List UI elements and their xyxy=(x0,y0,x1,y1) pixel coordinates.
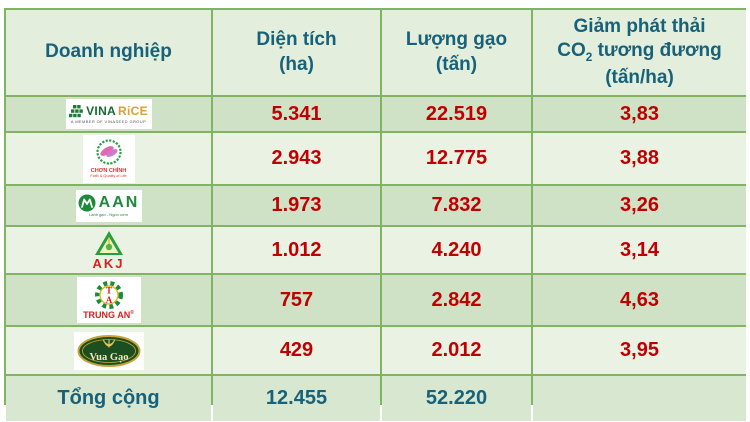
rice-value: 2.012 xyxy=(382,327,531,374)
aan-wordmark: AAN xyxy=(98,194,140,211)
header-co2-line3: (tấn/ha) xyxy=(605,66,674,88)
vinarice-wordmark-vina: VINA xyxy=(86,104,116,118)
akj-triangle-icon xyxy=(94,231,123,255)
header-area-line1: Diện tích xyxy=(256,28,337,50)
company-cell-chonchinh: CHƠN CHÍNH Faith & Quality of Life xyxy=(6,133,211,184)
registered-mark: ® xyxy=(130,310,134,316)
header-co2-line2: CO2 tương đương xyxy=(557,40,722,65)
aan-logo: AAN Lành gạo - Ngon cơm xyxy=(75,189,142,222)
header-company-label: Doanh nghiệp xyxy=(45,41,172,63)
akj-logo: AKJ xyxy=(81,228,137,272)
area-value: 1.973 xyxy=(213,186,380,225)
area-value: 1.012 xyxy=(213,227,380,273)
rice-value: 4.240 xyxy=(382,227,531,273)
chonchinh-emblem-icon xyxy=(95,139,122,165)
area-value: 757 xyxy=(213,275,380,325)
company-cell-trungan: T A TRUNG AN® xyxy=(6,275,211,325)
header-co2: Giảm phát thải CO2 tương đương (tấn/ha) xyxy=(533,10,746,95)
company-cell-vuagao: Vua Gạo xyxy=(6,327,211,374)
aan-tagline: Lành gạo - Ngon cơm xyxy=(89,212,128,217)
trungan-wordmark: TRUNG AN® xyxy=(83,310,134,320)
area-value: 5.341 xyxy=(213,97,380,131)
company-cell-aan: AAN Lành gạo - Ngon cơm xyxy=(6,186,211,225)
header-rice: Lượng gạo (tấn) xyxy=(382,10,531,95)
total-rice-value: 52.220 xyxy=(382,376,531,421)
total-co2-cell xyxy=(533,376,746,421)
co2-value: 4,63 xyxy=(533,275,746,325)
header-area: Diện tích (ha) xyxy=(213,10,380,95)
total-label: Tổng cộng xyxy=(6,376,211,421)
chonchinh-wordmark: CHƠN CHÍNH xyxy=(90,168,127,175)
total-area-value: 12.455 xyxy=(213,376,380,421)
trungan-logo: T A TRUNG AN® xyxy=(76,277,141,323)
co2-value: 3,83 xyxy=(533,97,746,131)
rice-value: 12.775 xyxy=(382,133,531,184)
svg-text:Vua Gạo: Vua Gạo xyxy=(89,352,128,363)
co2-value: 3,88 xyxy=(533,133,746,184)
vinarice-grain-icon xyxy=(69,104,83,117)
svg-text:A: A xyxy=(105,295,112,305)
co2-value: 3,95 xyxy=(533,327,746,374)
vinarice-logo: VINA RiCE A MEMBER OF VINASEED GROUP xyxy=(65,99,152,129)
akj-wordmark: AKJ xyxy=(92,256,125,271)
rice-value: 22.519 xyxy=(382,97,531,131)
svg-text:T: T xyxy=(105,286,111,296)
vinarice-caption: A MEMBER OF VINASEED GROUP xyxy=(70,118,147,124)
header-rice-line1: Lượng gạo xyxy=(405,28,508,50)
co2-value: 3,14 xyxy=(533,227,746,273)
rice-value: 2.842 xyxy=(382,275,531,325)
vuagao-oval-icon: Vua Gạo xyxy=(77,334,140,367)
rice-value: 7.832 xyxy=(382,186,531,225)
header-co2-line1: Giảm phát thải xyxy=(573,15,706,37)
co2-value: 3,26 xyxy=(533,186,746,225)
vinarice-wordmark-rice: RiCE xyxy=(118,104,148,118)
vuagao-logo: Vua Gạo xyxy=(73,331,144,370)
chonchinh-logo: CHƠN CHÍNH Faith & Quality of Life xyxy=(82,134,135,183)
company-cell-vinarice: VINA RiCE A MEMBER OF VINASEED GROUP xyxy=(6,97,211,131)
area-value: 429 xyxy=(213,327,380,374)
area-value: 2.943 xyxy=(213,133,380,184)
header-rice-line2: (tấn) xyxy=(435,53,478,75)
chonchinh-tagline: Faith & Quality of Life xyxy=(90,173,127,178)
aan-sprout-icon xyxy=(78,194,96,212)
trungan-gear-icon: T A xyxy=(94,281,123,309)
emissions-table: Doanh nghiệp Diện tích (ha) Lượng gạo (t… xyxy=(4,8,746,421)
company-cell-akj: AKJ xyxy=(6,227,211,273)
header-company: Doanh nghiệp xyxy=(6,10,211,95)
header-area-line2: (ha) xyxy=(279,53,314,75)
